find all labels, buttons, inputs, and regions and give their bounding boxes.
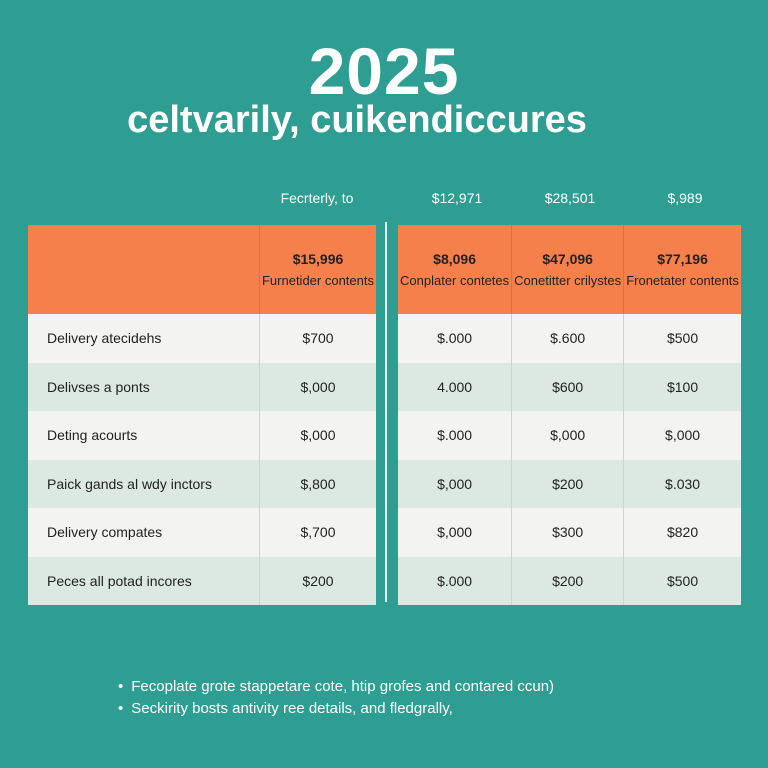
table-row: $.000 $,000 $,000 (398, 411, 741, 460)
row-value: $.000 (437, 427, 473, 444)
row-value: $.000 (437, 330, 473, 347)
row-value: $100 (623, 362, 741, 411)
column-header: $,989 (667, 190, 703, 206)
summary-amount: $77,196 (657, 250, 708, 267)
summary-label: Conetitter crilystes (514, 272, 622, 288)
summary-label: Conplater contetes (400, 272, 510, 288)
right-table: $8,096 Conplater contetes $47,096 Coneti… (398, 225, 741, 605)
table-row: Delivses a ponts $,000 (28, 362, 376, 411)
row-value: $,000 (259, 362, 376, 411)
row-value: $,000 (511, 411, 624, 460)
row-label: Delivery compates (47, 524, 163, 541)
row-value: $.030 (623, 459, 741, 508)
summary-cell: $77,196 Fronetater contents (623, 225, 741, 314)
summary-amount: $15,996 (292, 250, 344, 267)
table-row: Peces all potad incores $200 (28, 556, 376, 605)
row-value: $600 (511, 362, 624, 411)
table-row: $.000 $200 $500 (398, 556, 741, 605)
row-value: $200 (511, 556, 624, 605)
row-value: $200 (259, 556, 376, 605)
table-row: $.000 $.600 $500 (398, 314, 741, 363)
row-value: $.600 (511, 314, 624, 363)
row-value: $300 (511, 508, 624, 557)
summary-label: Furnetider contents (261, 272, 374, 288)
row-value: $,000 (437, 524, 473, 541)
row-value: $500 (623, 556, 741, 605)
row-label: Peces all potad incores (47, 572, 192, 589)
left-table: $15,996 Furnetider contents Delivery ate… (28, 225, 376, 605)
table-row: $,000 $200 $.030 (398, 459, 741, 508)
row-value: $,800 (259, 459, 376, 508)
table-row: $,000 $300 $820 (398, 508, 741, 557)
row-value: $,000 (623, 411, 741, 460)
table-row: Deting acourts $,000 (28, 411, 376, 460)
year-title: 2025 (308, 34, 460, 108)
summary-row: $8,096 Conplater contetes $47,096 Coneti… (398, 225, 741, 314)
table-row: Delivery atecidehs $700 (28, 314, 376, 363)
column-header: $28,501 (544, 190, 596, 206)
row-value: $700 (259, 314, 376, 363)
subtitle: celtvarily, cuikendiccures (127, 99, 587, 141)
table-row: 4.000 $600 $100 (398, 362, 741, 411)
row-value: 4.000 (437, 378, 473, 395)
table-row: Paick gands al wdy inctors $,800 (28, 459, 376, 508)
row-value: $500 (623, 314, 741, 363)
summary-amount: $47,096 (542, 250, 593, 267)
bullet-list: Fecoplate grote stappetare cote, htip gr… (118, 676, 554, 720)
row-value: $,000 (437, 475, 473, 492)
table-row: Delivery compates $,700 (28, 508, 376, 557)
bullet-item: Seckirity bosts antivity ree details, an… (118, 698, 554, 720)
row-value: $,000 (259, 411, 376, 460)
row-label: Deting acourts (47, 427, 138, 444)
bullet-item: Fecoplate grote stappetare cote, htip gr… (118, 676, 554, 698)
row-label: Delivses a ponts (47, 378, 150, 395)
column-header: Fecrterly, to (280, 190, 354, 206)
row-value: $200 (511, 459, 624, 508)
summary-label: Fronetater contents (626, 272, 739, 288)
row-value: $,700 (259, 508, 376, 557)
row-label: Paick gands al wdy inctors (47, 475, 212, 492)
table-divider (385, 222, 387, 602)
row-value: $820 (623, 508, 741, 557)
summary-amount: $8,096 (433, 250, 476, 267)
summary-cell: $15,996 Furnetider contents (259, 225, 376, 314)
summary-cell: $47,096 Conetitter crilystes (511, 225, 624, 314)
row-label: Delivery atecidehs (47, 330, 162, 347)
summary-cell: $8,096 Conplater contetes (398, 225, 512, 314)
row-value: $.000 (437, 572, 473, 589)
summary-row: $15,996 Furnetider contents (28, 225, 376, 314)
column-header: $12,971 (431, 190, 483, 206)
